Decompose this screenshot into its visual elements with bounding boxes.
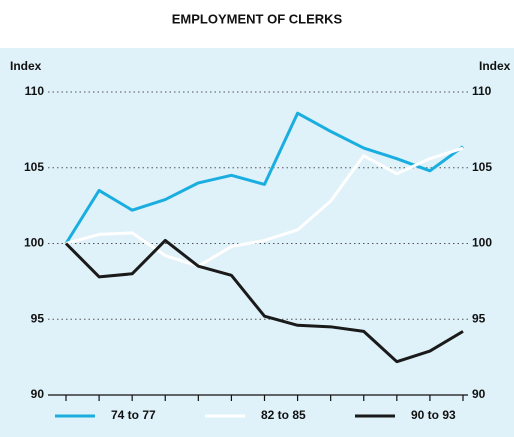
y2-tick-label: 95 [472,311,486,325]
y-tick-label: 105 [24,160,44,174]
y2-tick-label: 105 [472,160,492,174]
y-tick-label: 100 [24,236,44,250]
series-line [65,146,464,268]
y-tick-label: 90 [31,387,45,401]
y-tick-label: 95 [31,311,45,325]
legend-label: 74 to 77 [111,408,156,422]
y-tick-label: 110 [25,84,45,98]
series-line [64,111,464,245]
chart-title: EMPLOYMENT OF CLERKS [172,11,343,26]
legend-label: 82 to 85 [261,408,306,422]
y2-axis-label: Index [479,59,511,73]
y-axis-label: Index [10,59,42,73]
y2-tick-label: 90 [472,387,486,401]
series-line [64,238,464,364]
y2-tick-label: 110 [472,84,492,98]
legend-label: 90 to 93 [411,408,456,422]
y2-tick-label: 100 [472,236,492,250]
